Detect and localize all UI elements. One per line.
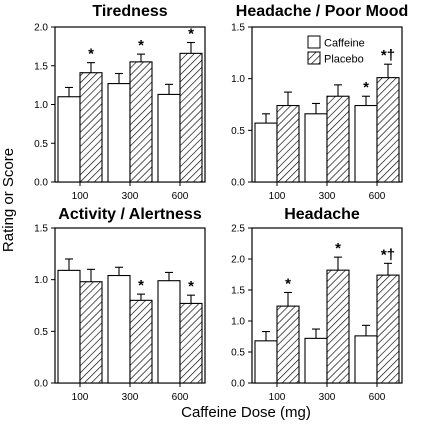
bar-placebo xyxy=(79,281,103,384)
y-tick-label: 0.0 xyxy=(34,178,48,189)
bar-placebo xyxy=(129,61,153,183)
significance-marker: * xyxy=(138,37,144,54)
y-tick-label: 0.0 xyxy=(34,379,48,390)
bar-placebo xyxy=(179,52,203,183)
chart-title: Headache xyxy=(284,206,360,223)
panel-headache: Headache 0.0 0.5 1.0 1.5 2.0 2.5 100 * 300 * 600 *† xyxy=(231,206,403,403)
y-tick-label: 0.0 xyxy=(231,379,245,390)
x-tick-label: 600 xyxy=(172,191,189,202)
significance-marker: * xyxy=(138,277,144,294)
x-tick-label: 300 xyxy=(319,191,336,202)
panel-tiredness: Tiredness 0.0 0.5 1.0 1.5 2.0 100 * 300 * 600 * xyxy=(34,3,206,202)
legend: Caffeine Placebo xyxy=(307,35,365,66)
significance-marker: *† xyxy=(381,246,395,263)
y-tick-label: 0.0 xyxy=(231,178,245,189)
y-tick-label: 0.5 xyxy=(231,348,245,359)
x-tick-label: 600 xyxy=(172,392,189,403)
bar-placebo xyxy=(276,305,300,384)
y-tick-label: 1.5 xyxy=(34,224,48,235)
x-tick-label: 300 xyxy=(122,392,139,403)
bar-caffeine xyxy=(157,280,181,384)
y-tick-label: 1.0 xyxy=(34,275,48,286)
y-tick-label: 2.0 xyxy=(34,23,48,34)
y-tick-label: 1.5 xyxy=(231,23,245,34)
bar-placebo xyxy=(276,104,300,183)
x-tick-label: 600 xyxy=(369,392,386,403)
panel-activity-alertness: Activity / Alertness 0.0 0.5 1.0 1.5 100 300 * 6… xyxy=(34,206,206,403)
bar-caffeine xyxy=(57,269,81,384)
legend-label: Placebo xyxy=(324,54,364,66)
bar-placebo xyxy=(376,274,400,384)
y-tick-label: 0.5 xyxy=(34,327,48,338)
y-tick-label: 1.5 xyxy=(231,286,245,297)
bar-placebo xyxy=(79,72,103,183)
x-tick-label: 600 xyxy=(369,191,386,202)
significance-marker: *† xyxy=(381,47,395,64)
y-tick-label: 1.0 xyxy=(231,74,245,85)
significance-marker: * xyxy=(285,275,291,292)
y-axis-label: Rating or Score xyxy=(0,148,17,252)
y-tick-label: 1.0 xyxy=(34,100,48,111)
bar-caffeine xyxy=(107,83,131,183)
significance-marker: * xyxy=(188,278,194,295)
bar-caffeine xyxy=(254,122,278,183)
y-tick-label: 2.0 xyxy=(231,255,245,266)
bar-placebo xyxy=(326,95,350,183)
x-tick-label: 100 xyxy=(72,392,89,403)
bar-caffeine xyxy=(254,340,278,384)
legend-label: Caffeine xyxy=(324,38,365,50)
significance-marker: * xyxy=(335,240,341,257)
bar-placebo xyxy=(179,302,203,384)
x-tick-label: 100 xyxy=(72,191,89,202)
x-tick-label: 100 xyxy=(269,392,286,403)
x-axis-label: Caffeine Dose (mg) xyxy=(181,404,311,421)
bar-caffeine xyxy=(304,113,328,183)
bar-caffeine xyxy=(354,104,378,183)
panel-headache-poor-mood: Headache / Poor Mood 0.0 0.5 1.0 1.5 100 300 60… xyxy=(231,3,408,202)
x-tick-label: 300 xyxy=(319,392,336,403)
chart-title: Activity / Alertness xyxy=(58,206,202,223)
bar-caffeine xyxy=(57,96,81,183)
significance-marker: * xyxy=(88,46,94,63)
bar-caffeine xyxy=(157,93,181,183)
bar-caffeine xyxy=(107,274,131,384)
x-tick-label: 300 xyxy=(122,191,139,202)
y-tick-label: 1.0 xyxy=(231,317,245,328)
significance-marker: * xyxy=(188,26,194,43)
significance-marker: * xyxy=(363,79,369,96)
bar-caffeine xyxy=(354,335,378,384)
legend-swatch-caffeine xyxy=(307,35,321,49)
x-tick-label: 100 xyxy=(269,191,286,202)
bar-placebo xyxy=(376,77,400,183)
bar-placebo xyxy=(129,299,153,384)
bar-placebo xyxy=(326,269,350,384)
chart-title: Tiredness xyxy=(92,3,167,20)
y-tick-label: 2.5 xyxy=(231,224,245,235)
y-tick-label: 1.5 xyxy=(34,61,48,72)
y-tick-label: 0.5 xyxy=(231,126,245,137)
legend-swatch-placebo xyxy=(307,51,321,65)
bar-caffeine xyxy=(304,337,328,384)
y-tick-label: 0.5 xyxy=(34,139,48,150)
chart-title: Headache / Poor Mood xyxy=(236,3,408,20)
